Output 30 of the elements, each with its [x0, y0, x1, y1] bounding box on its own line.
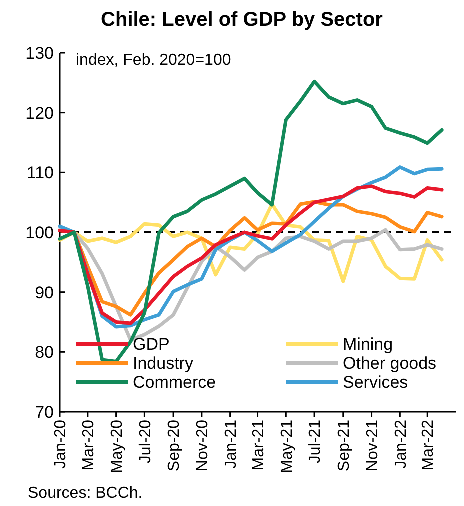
chart-title: Chile: Level of GDP by Sector: [101, 9, 384, 31]
legend-label: Other goods: [343, 354, 437, 373]
x-tick-label: May-20: [108, 420, 126, 474]
x-tick-label: May-21: [278, 420, 296, 474]
source-note: Sources: BCCh.: [28, 485, 143, 502]
y-tick-label: 100: [26, 223, 54, 242]
x-tick-label: Nov-21: [364, 420, 382, 472]
legend-label: Mining: [343, 334, 394, 354]
y-tick-label: 110: [26, 164, 54, 183]
y-axis-title: index, Feb. 2020=100: [76, 52, 232, 69]
x-tick-label: Jan-20: [52, 420, 70, 469]
y-tick-label: 80: [35, 343, 54, 362]
x-tick-label: Sep-20: [166, 420, 184, 472]
y-tick-label: 120: [26, 104, 54, 123]
x-tick-label: Mar-21: [250, 420, 268, 471]
x-tick-label: Sep-21: [336, 420, 353, 472]
x-tick-label: Jan-21: [222, 420, 240, 469]
x-tick-label: Mar-20: [80, 420, 98, 471]
y-tick-label: 70: [35, 402, 54, 422]
x-tick-label: Jan-22: [392, 420, 410, 469]
legend-label: Commerce: [133, 372, 216, 392]
x-tick-label: Jul-21: [307, 420, 324, 464]
x-tick-label: Nov-20: [194, 420, 212, 472]
legend-label: Industry: [133, 354, 194, 373]
legend-label: Services: [343, 372, 408, 392]
x-tick-label: Mar-22: [420, 420, 438, 471]
legend-label: GDP: [133, 334, 170, 354]
x-tick-label: Jul-20: [137, 420, 154, 464]
y-tick-label: 90: [35, 283, 54, 302]
y-tick-label: 130: [26, 44, 54, 63]
